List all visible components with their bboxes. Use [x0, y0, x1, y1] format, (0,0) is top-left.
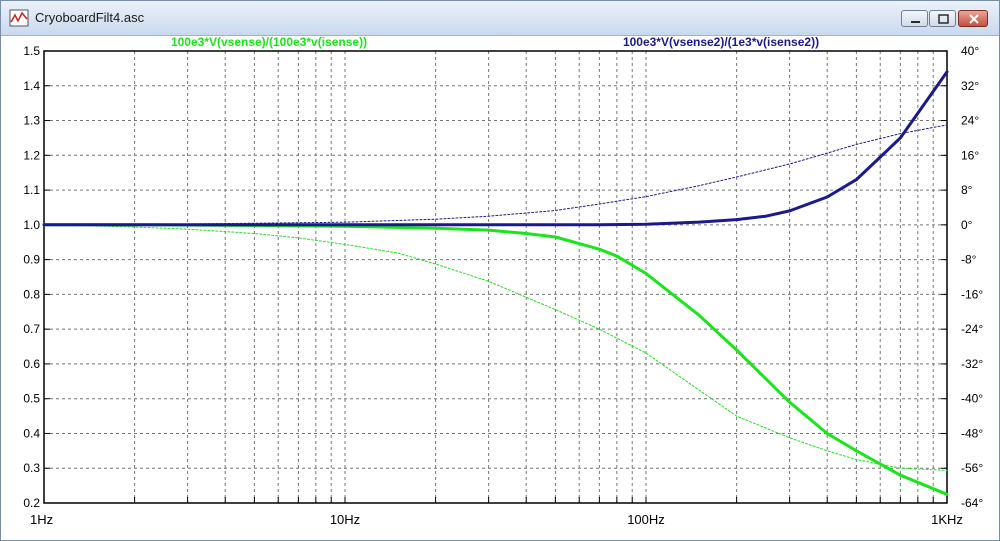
- maximize-button[interactable]: [929, 10, 956, 27]
- y2-tick-label: 8°: [961, 183, 973, 197]
- axis-labels: 0.2 0.3 0.4 0.5 0.6 0.7 0.8 0.9 1.0 1.1 1.2 1.3 1.4 1…: [23, 44, 983, 527]
- y2-tick-label: 24°: [961, 114, 979, 128]
- y-tick-label: 1.2: [23, 148, 40, 162]
- y2-tick-label: -16°: [961, 287, 983, 301]
- y-tick-label: 1.5: [23, 44, 40, 58]
- series-line-2: [42, 70, 949, 227]
- x-tick-label: 100Hz: [627, 512, 665, 527]
- y-tick-label: 0.4: [23, 426, 40, 440]
- y2-tick-label: -48°: [961, 426, 983, 440]
- y-tick-label: 0.6: [23, 357, 40, 371]
- series-line-3: [43, 124, 948, 226]
- y2-tick-label: -64°: [961, 496, 983, 510]
- waveform-icon: [9, 9, 29, 27]
- series-curves: [42, 70, 949, 496]
- y-tick-label: 0.2: [23, 496, 40, 510]
- x-tick-label: 10Hz: [330, 512, 360, 527]
- legend-right: 100e3*V(vsense2)/(1e3*v(isense2)): [623, 35, 819, 49]
- title-bar[interactable]: CryoboardFilt4.asc: [1, 1, 999, 36]
- y2-tick-label: -8°: [961, 253, 977, 267]
- x-tick-label: 1KHz: [931, 512, 963, 527]
- y2-tick-label: -56°: [961, 461, 983, 475]
- y-tick-label: 0.9: [23, 253, 40, 267]
- window-title: CryoboardFilt4.asc: [35, 10, 145, 25]
- axis-ticks: [44, 50, 947, 504]
- y2-tick-label: -24°: [961, 322, 983, 336]
- minimize-icon: [911, 21, 920, 23]
- y-tick-label: 0.5: [23, 392, 40, 406]
- y2-tick-label: 16°: [961, 148, 979, 162]
- plot-frame: [43, 50, 948, 504]
- y2-tick-label: -32°: [961, 357, 983, 371]
- legend-left: 100e3*V(vsense)/(100e3*v(isense)): [171, 35, 367, 49]
- y-tick-label: 0.3: [23, 461, 40, 475]
- y-tick-label: 0.8: [23, 287, 40, 301]
- y-tick-label: 1.1: [23, 183, 40, 197]
- x-tick-label: 1Hz: [30, 512, 53, 527]
- y2-tick-label: -40°: [961, 392, 983, 406]
- minimize-button[interactable]: [901, 10, 928, 27]
- y-tick-label: 1.3: [23, 114, 40, 128]
- y-tick-label: 1.0: [23, 218, 40, 232]
- y2-tick-label: 40°: [961, 44, 979, 58]
- close-icon: [969, 14, 979, 24]
- y2-tick-label: 32°: [961, 79, 979, 93]
- y-tick-label: 0.7: [23, 322, 40, 336]
- series-line-0: [42, 223, 949, 496]
- y-tick-label: 1.4: [23, 79, 40, 93]
- chart-grid: [44, 51, 947, 503]
- close-button[interactable]: [958, 10, 988, 27]
- maximize-icon: [938, 14, 949, 24]
- y2-tick-label: 0°: [961, 218, 973, 232]
